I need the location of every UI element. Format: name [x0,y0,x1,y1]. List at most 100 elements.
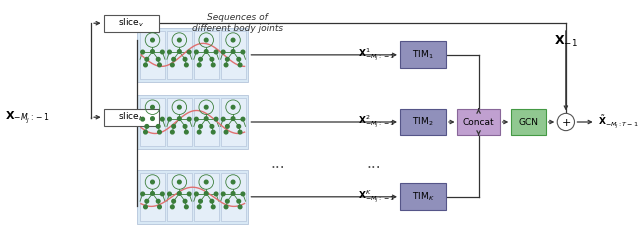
Circle shape [224,63,228,67]
Circle shape [197,63,201,67]
Circle shape [170,63,174,67]
Bar [137,170,248,224]
Text: TIM$_2$: TIM$_2$ [412,116,434,128]
Text: Sequences of
different body joints: Sequences of different body joints [192,13,284,33]
Bar [167,98,192,146]
Circle shape [157,63,161,67]
Circle shape [141,117,145,121]
Circle shape [184,130,188,134]
Circle shape [197,205,201,209]
Circle shape [150,38,154,42]
Circle shape [177,38,181,42]
Bar [137,28,248,82]
Circle shape [198,199,202,203]
Circle shape [168,192,172,196]
Circle shape [170,205,174,209]
Text: ...: ... [367,156,381,171]
Circle shape [224,205,228,209]
Circle shape [211,130,215,134]
Circle shape [225,199,229,203]
Circle shape [143,205,147,209]
Circle shape [198,125,202,128]
Bar [400,183,446,210]
Text: TIM$_K$: TIM$_K$ [412,191,435,203]
Circle shape [150,117,154,121]
Circle shape [161,192,164,196]
Circle shape [168,117,172,121]
Circle shape [198,57,202,61]
Circle shape [141,50,145,54]
Circle shape [161,50,164,54]
Circle shape [214,117,218,121]
Circle shape [150,50,154,53]
Circle shape [204,105,208,109]
Circle shape [195,117,198,121]
Circle shape [157,130,161,134]
Circle shape [241,50,244,54]
Text: ...: ... [271,156,285,171]
Circle shape [221,192,225,196]
Circle shape [184,205,188,209]
Circle shape [172,57,175,61]
Text: $\mathbf{X}^1_{-M_J:-1}$: $\mathbf{X}^1_{-M_J:-1}$ [358,46,395,63]
Circle shape [184,63,188,67]
Circle shape [224,130,228,134]
Circle shape [183,199,187,203]
Circle shape [238,63,242,67]
Circle shape [204,38,208,42]
Circle shape [157,205,161,209]
Bar [511,109,546,135]
Circle shape [231,180,235,184]
Bar [167,173,192,221]
Text: slice$_v$: slice$_v$ [118,17,145,30]
Circle shape [177,180,181,184]
Circle shape [225,125,229,128]
Circle shape [156,57,160,61]
Bar [194,98,219,146]
Circle shape [156,125,160,128]
Circle shape [241,117,244,121]
Circle shape [168,50,172,54]
Circle shape [183,125,187,128]
Circle shape [231,105,235,109]
Circle shape [188,117,191,121]
Bar [104,109,159,126]
Circle shape [197,130,201,134]
Circle shape [161,117,164,121]
Circle shape [221,117,225,121]
Circle shape [172,125,175,128]
Bar [221,98,246,146]
Circle shape [204,50,208,53]
Circle shape [188,192,191,196]
Circle shape [225,57,229,61]
Bar [194,31,219,79]
Circle shape [214,50,218,54]
Circle shape [156,199,160,203]
Circle shape [231,38,235,42]
Circle shape [177,192,181,195]
Circle shape [237,57,241,61]
Circle shape [177,50,181,53]
Circle shape [145,125,148,128]
Circle shape [195,192,198,196]
Text: $\mathbf{X}^K_{-M_J:-1}$: $\mathbf{X}^K_{-M_J:-1}$ [358,188,395,205]
Circle shape [221,50,225,54]
Circle shape [172,199,175,203]
Circle shape [231,117,235,121]
Bar [194,173,219,221]
Bar [458,109,500,135]
Circle shape [211,205,215,209]
Circle shape [188,50,191,54]
Bar [167,31,192,79]
Bar [221,31,246,79]
Text: $\mathbf{X}^2_{-M_J:-1}$: $\mathbf{X}^2_{-M_J:-1}$ [358,113,395,131]
Circle shape [145,57,148,61]
Circle shape [238,205,242,209]
Circle shape [143,63,147,67]
Circle shape [177,117,181,121]
Text: $\tilde{\mathbf{X}}_{-M_J:T-1}$: $\tilde{\mathbf{X}}_{-M_J:T-1}$ [598,113,638,131]
Text: TIM$_1$: TIM$_1$ [412,49,434,61]
Text: $+$: $+$ [561,116,571,128]
Circle shape [204,180,208,184]
Text: Concat: Concat [463,118,494,126]
